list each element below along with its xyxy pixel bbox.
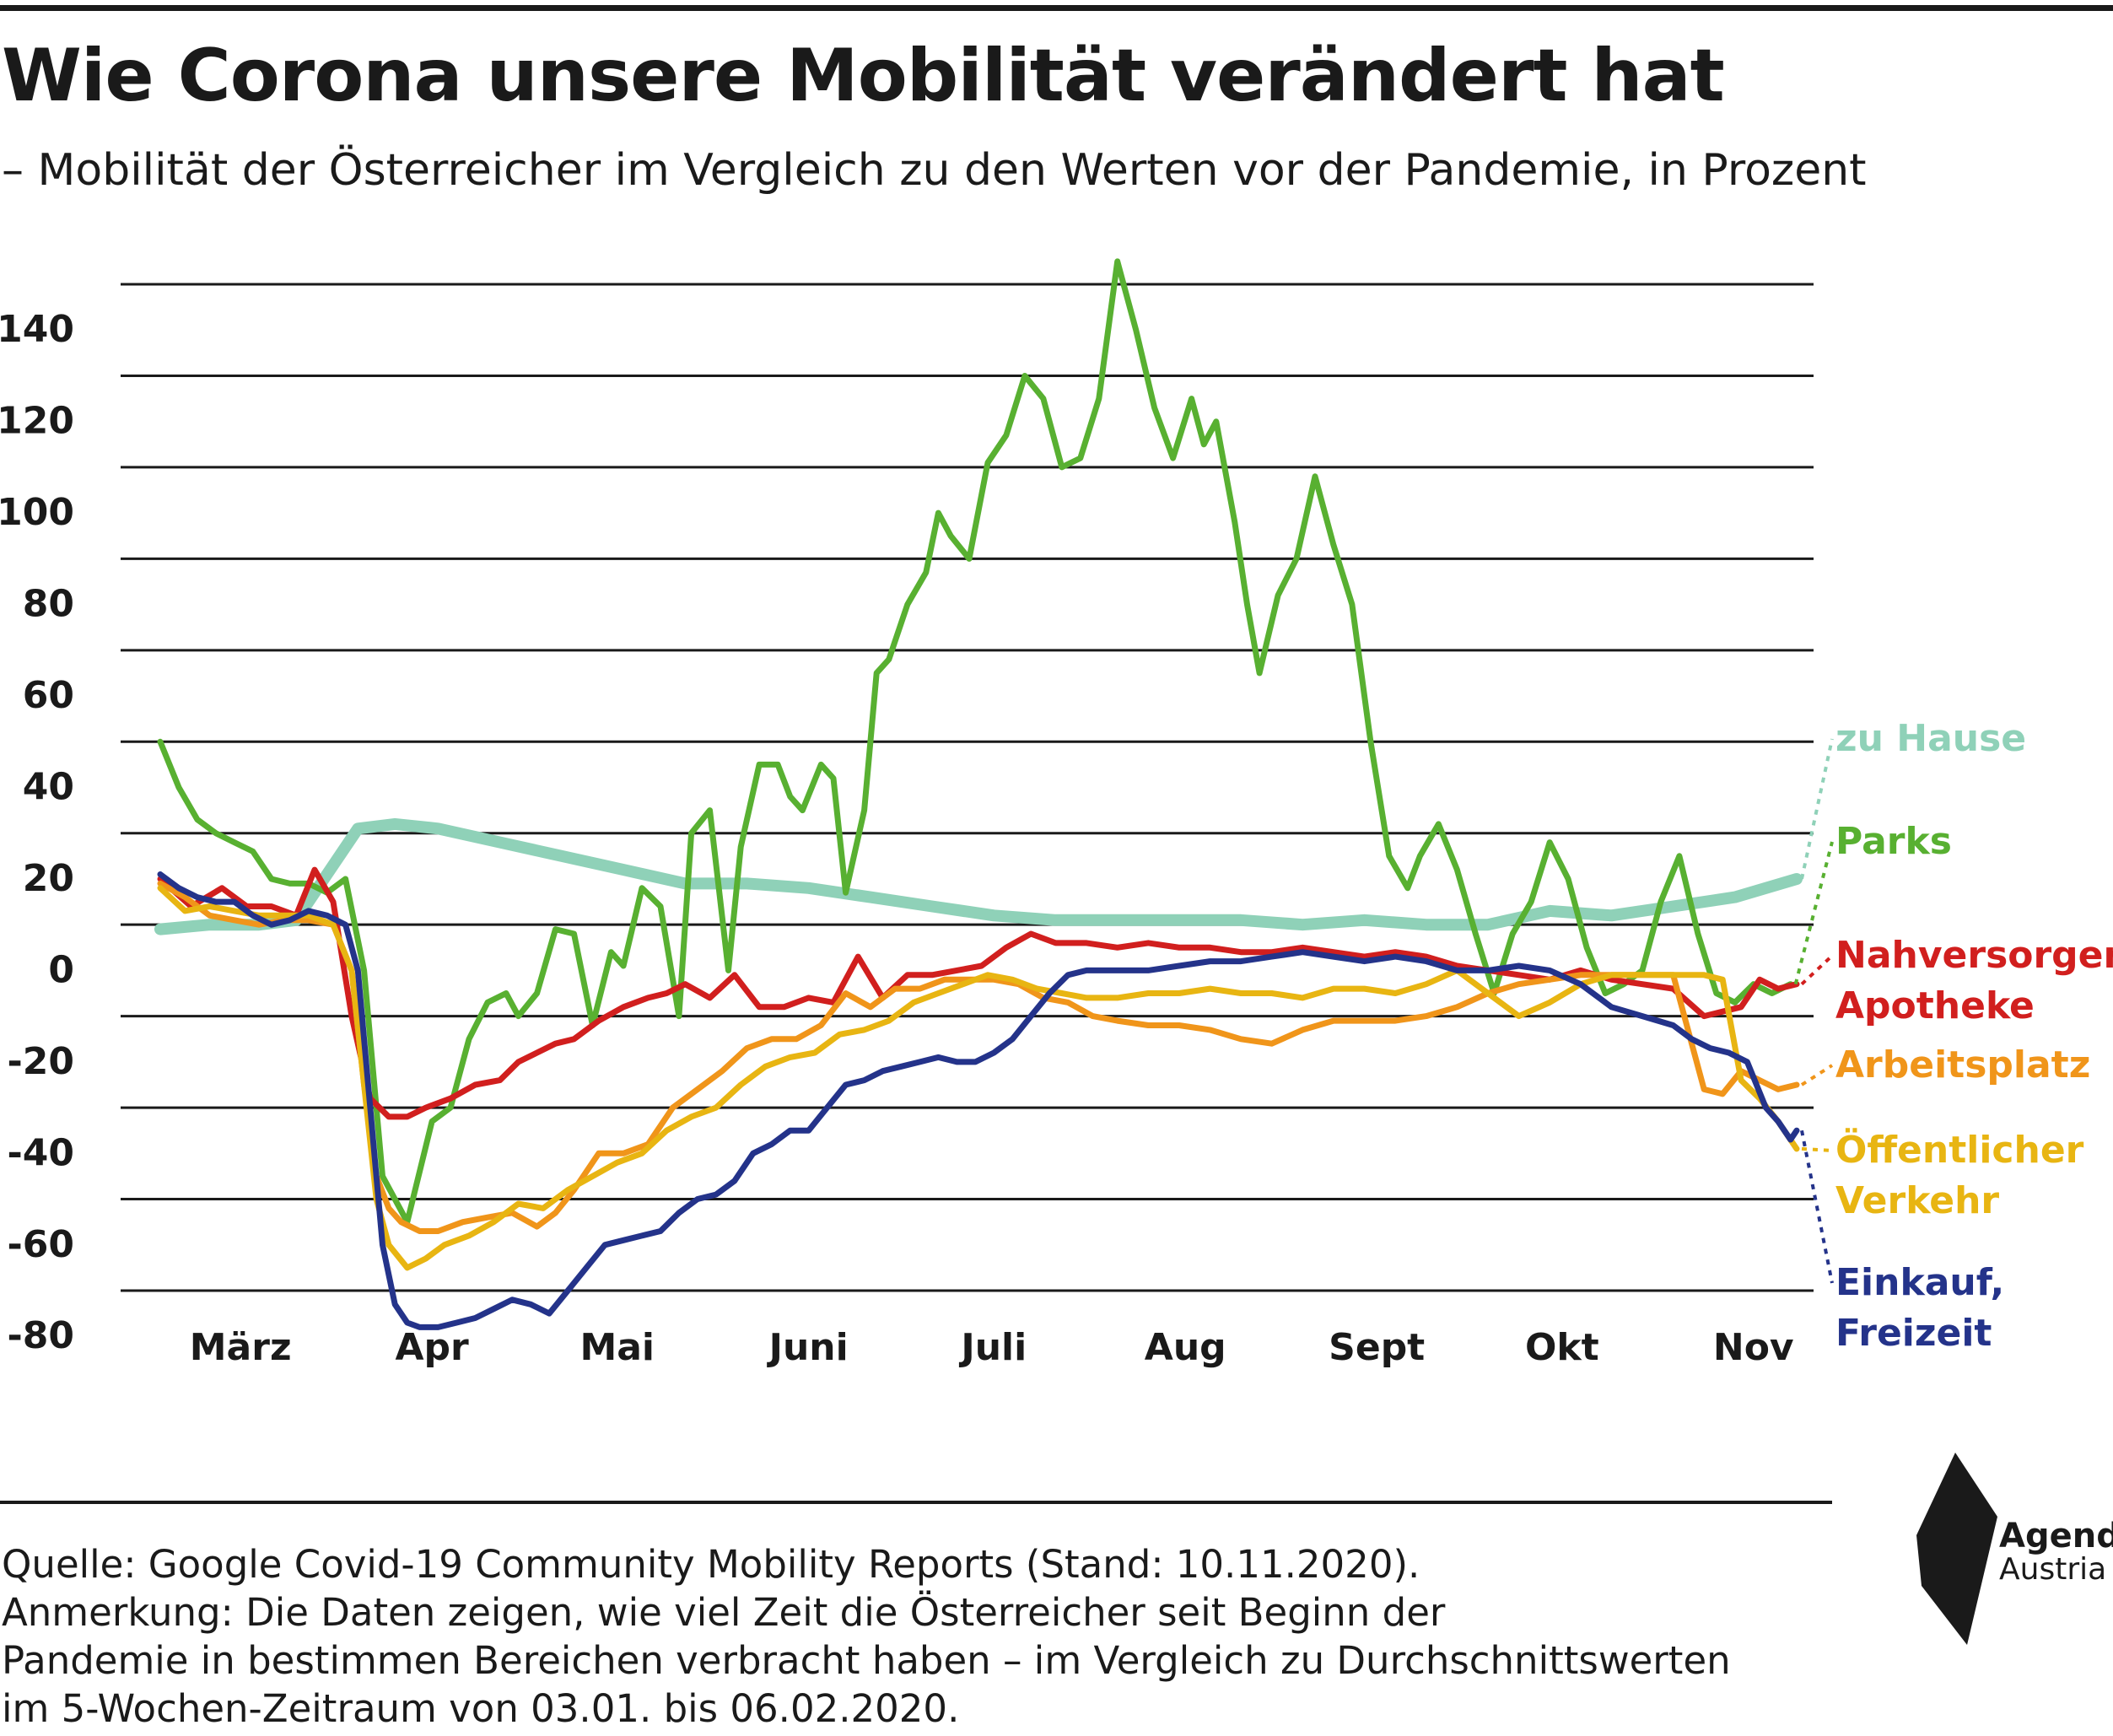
x-tick-label: Okt: [1525, 1326, 1599, 1369]
x-tick-label: Apr: [395, 1326, 469, 1369]
footer-note-line: im 5-Wochen-Zeitraum von 03.01. bis 06.0…: [2, 1686, 960, 1731]
series-label-retail: Freizeit: [1835, 1312, 1992, 1355]
gridlines: [121, 283, 1814, 1292]
logo-text-agenda: Agenda: [1999, 1517, 2113, 1555]
x-tick-label: Juli: [958, 1326, 1027, 1369]
series-leader-work: [1800, 1064, 1834, 1086]
line-chart: 140 120 100 80 60 40 20 0 -20 -40 -60 -80 März Apr Ma…: [0, 258, 2113, 1369]
x-tick-label: März: [190, 1326, 292, 1369]
y-tick-label: 100: [0, 491, 74, 534]
footer-source: Quelle: Google Covid-19 Community Mobili…: [2, 1542, 1420, 1587]
x-tick-label: Sept: [1329, 1326, 1425, 1369]
series-leader-retail: [1800, 1129, 1834, 1284]
x-tick-label: Mai: [579, 1326, 655, 1369]
agenda-austria-logo-icon: [1916, 1453, 1997, 1645]
series-leader-grocery: [1800, 954, 1834, 986]
series-label-transit: Öffentlicher: [1835, 1127, 2084, 1172]
series-line-work: [157, 880, 1800, 1234]
y-tick-label: 40: [23, 766, 74, 809]
y-tick-label: 140: [0, 308, 74, 351]
y-tick-label: -40: [8, 1131, 75, 1174]
x-tick-label: Aug: [1145, 1326, 1226, 1369]
top-rule: [0, 5, 2113, 11]
series-line-transit: [157, 885, 1800, 1271]
series-line-parks: [157, 258, 1794, 1226]
y-tick-label: -20: [8, 1040, 75, 1083]
series-leader-transit: [1801, 1146, 1833, 1152]
y-tick-label: 0: [48, 948, 74, 991]
x-tick-label: Nov: [1713, 1326, 1794, 1369]
series-leader-parks: [1793, 841, 1834, 985]
series-label-home: zu Hause: [1835, 717, 2026, 760]
y-tick-label: 60: [23, 674, 74, 717]
y-tick-label: -60: [8, 1223, 75, 1266]
x-axis-tick-labels: März Apr Mai Juni Juli Aug Sept Okt Nov: [190, 1326, 1794, 1369]
series-label-retail: Einkauf,: [1835, 1261, 2004, 1304]
footer-note: Quelle: Google Covid-19 Community Mobili…: [2, 1540, 1841, 1733]
series-label-transit: Verkehr: [1835, 1179, 1999, 1222]
x-tick-label: Juni: [767, 1326, 849, 1369]
series-label-grocery: Nahversorger,: [1835, 934, 2113, 977]
series-line-home: [154, 817, 1803, 935]
logo-text-austria: Austria: [1999, 1552, 2107, 1587]
series-label-work: Arbeitsplatz: [1835, 1043, 2090, 1086]
series-line-retail: [157, 871, 1800, 1330]
footer-note-line: Anmerkung: Die Daten zeigen, wie viel Ze…: [2, 1590, 1446, 1635]
series-labels: zu Hause Parks Nahversorger, Apotheke Arbeit…: [1793, 717, 2113, 1355]
series-leader-home: [1800, 738, 1834, 880]
chart-subtitle: – Mobilität der Österreicher im Vergleic…: [2, 145, 1867, 196]
y-tick-label: -80: [8, 1314, 75, 1357]
y-tick-label: 120: [0, 400, 74, 443]
chart-title: Wie Corona unsere Mobilität verändert ha…: [2, 34, 1725, 118]
y-tick-label: 20: [23, 857, 74, 900]
series-label-grocery: Apotheke: [1835, 984, 2035, 1027]
y-tick-label: 80: [23, 583, 74, 626]
y-axis-tick-labels: 140 120 100 80 60 40 20 0 -20 -40 -60 -80: [0, 308, 74, 1357]
bottom-rule: [0, 1501, 1832, 1504]
series-label-parks: Parks: [1835, 820, 1952, 863]
footer-note-line: Pandemie in bestimmen Bereichen verbrach…: [2, 1638, 1731, 1683]
series-lines: [154, 258, 1803, 1330]
